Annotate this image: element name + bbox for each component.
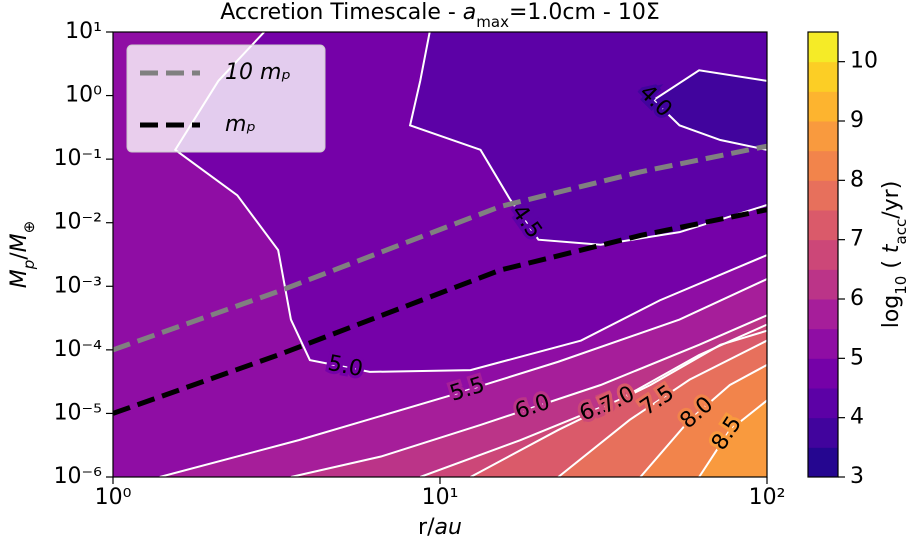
colorbar-band [808, 358, 838, 389]
contour-line [159, 278, 767, 477]
colorbar-tick-label: 8 [850, 167, 864, 192]
contour-line [698, 399, 767, 477]
colorbar-label-part: /yr) [879, 181, 904, 219]
y-tick-label: 10⁻⁵ [54, 400, 102, 425]
y-axis-label: Mp/M⊕ [7, 221, 38, 289]
x-tick-label: 10² [749, 485, 786, 510]
y-tick-label: 10⁻⁶ [54, 464, 103, 489]
colorbar-band [808, 61, 838, 92]
colorbar-band [808, 121, 838, 152]
colorbar-band [808, 210, 838, 241]
contour-line [652, 69, 767, 151]
colorbar-label: log10 ( tacc/yr) [879, 181, 909, 329]
contour-line [557, 339, 767, 477]
y-tick-label: 10¹ [65, 19, 102, 44]
colorbar-tick-label: 10 [850, 49, 878, 74]
x-tick-label: 10⁰ [95, 485, 132, 510]
y-axis-label-part: / [7, 252, 32, 260]
chart-title: Accretion Timescale - amax=1.0cm - 10Σ [220, 0, 660, 31]
chart-title-part: max [476, 13, 509, 31]
series-line [113, 207, 767, 416]
contour-line [470, 329, 767, 477]
plot-area [113, 32, 767, 477]
colorbar-tick-label: 7 [850, 227, 864, 252]
colorbar-label-part: ( [879, 253, 904, 276]
y-axis-label-part: M [7, 269, 32, 288]
colorbar-band [808, 388, 838, 419]
y-tick-label: 10⁻⁴ [54, 337, 103, 362]
y-tick-label: 10⁻² [54, 210, 102, 235]
colorbar-label-part: 10 [892, 276, 909, 295]
colorbar-frame [807, 31, 839, 478]
colorbar-tick-label: 6 [850, 286, 864, 311]
chart-title-part: =1.0cm - 10Σ [509, 0, 660, 25]
colorbar-band [808, 447, 838, 478]
colorbar-band [808, 32, 838, 63]
legend-label: 10 mₚ [225, 60, 291, 85]
colorbar-band [808, 269, 838, 300]
colorbar-band [808, 328, 838, 359]
contour-fill [653, 70, 767, 150]
legend: 10 mₚ mₚ [126, 44, 326, 153]
colorbar-tick-label: 3 [850, 464, 864, 489]
y-axis-label-part: M [7, 233, 32, 252]
colorbar-tick-label: 4 [850, 405, 864, 430]
colorbar-band [808, 180, 838, 211]
colorbar-tick-label: 5 [850, 345, 864, 370]
contour-line [639, 364, 767, 477]
x-tick-label: 10¹ [422, 485, 459, 510]
colorbar-band [808, 417, 838, 448]
y-axis-label-part: ⊕ [20, 221, 38, 234]
x-axis-label: r/au [418, 515, 462, 540]
legend-label: mₚ [225, 112, 256, 137]
y-tick-label: 10⁰ [65, 83, 102, 108]
chart-title-part: Accretion Timescale - [220, 0, 463, 25]
y-axis-label-part: p [20, 260, 38, 271]
contour-line [290, 314, 767, 477]
contour-line [408, 32, 767, 246]
colorbar-label-part: acc [892, 219, 909, 245]
contour-fill [699, 400, 767, 477]
colorbar-band [808, 299, 838, 330]
colorbar-band [808, 150, 838, 181]
x-axis-label-part: au [435, 515, 462, 540]
colorbar-label-part: t [879, 243, 904, 253]
colorbar-tick-label: 9 [850, 108, 864, 133]
colorbar-band [808, 239, 838, 270]
chart-title-part: a [463, 0, 476, 25]
y-tick-label: 10⁻³ [54, 273, 102, 298]
colorbar-label-part: log [879, 295, 904, 329]
y-tick-label: 10⁻¹ [54, 146, 102, 171]
x-axis-label-part: r/ [418, 515, 435, 540]
series-line [113, 143, 767, 353]
colorbar-band [808, 91, 838, 122]
